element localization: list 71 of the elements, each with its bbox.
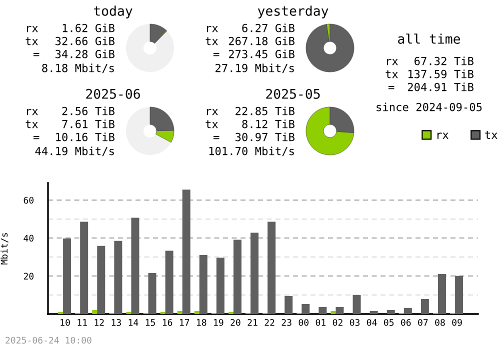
x-tick-label: 12 [94,319,104,326]
x-tick-label: 10 [60,319,70,326]
chart-title: yesterday [258,6,328,18]
text: 101.70 Mbit/s [209,146,294,156]
text: 34.28 GiB [56,50,114,58]
text: = [213,53,220,56]
chart-title: today [94,6,132,18]
text: rx [206,108,218,116]
text: since 2024-09-05 [376,102,482,112]
text: 6.27 GiB [242,24,294,32]
y-tick-label: 40 [24,234,34,242]
chart-title: 2025-06 [86,88,140,99]
x-tick-label: 06 [401,319,411,326]
x-tick-label: 00 [298,319,308,326]
text: 30.97 TiB [236,132,294,142]
x-tick-label: 21 [248,319,258,326]
text: rx [26,26,38,32]
text: 2025-06-24 10:00 [6,336,92,344]
text: rx [206,26,218,32]
y-tick-label: 20 [24,272,34,280]
text: tx [386,70,398,78]
text: 44.19 Mbit/s [35,146,114,156]
x-tick-label: 11 [78,319,87,326]
x-tick-label: 01 [316,319,326,326]
text: rx [386,58,398,66]
x-tick-label: 04 [366,319,377,326]
chart-title: 2025-05 [266,88,320,99]
text: 22.85 TiB [236,106,294,116]
y-axis-title: Mbit/s [0,233,8,264]
x-tick-label: 16 [162,319,172,326]
x-tick-label: 03 [350,319,360,326]
x-tick-label: 13 [112,319,121,326]
x-tick-label: 22 [264,319,274,326]
x-tick-label: 20 [230,319,240,326]
y-tick-label: 60 [24,196,34,204]
x-tick-label: 15 [146,319,155,326]
x-tick-label: 18 [197,319,206,326]
text: 267.18 GiB [228,36,294,46]
text: = [33,53,40,56]
text: 204.91 TiB [408,82,474,92]
text: 2.56 TiB [62,106,114,116]
text: 273.45 GiB [228,50,294,58]
x-tick-label: 07 [418,319,428,326]
text: = [388,86,394,90]
text: 32.66 GiB [56,36,114,46]
text: 67.32 TiB [414,56,474,66]
x-tick-label: 09 [452,319,462,326]
text: rx [26,108,38,116]
text: 8.18 Mbit/s [42,64,114,74]
text: = [213,136,220,140]
x-tick-label: 05 [384,319,394,326]
x-tick-label: 19 [214,319,224,326]
x-tick-label: 14 [128,319,138,326]
x-tick-label: 08 [435,319,445,326]
text: tx [206,37,218,46]
text: 1.62 GiB [62,24,114,32]
text: = [33,136,40,140]
x-tick-label: 17 [180,319,190,326]
x-tick-label: 23 [282,319,292,326]
legend-label: tx [485,131,498,139]
text: 137.59 TiB [408,70,474,78]
text: 10.16 TiB [56,132,114,142]
legend-label: rx [437,132,448,139]
text: 7.61 TiB [62,120,114,128]
text: tx [26,120,38,128]
text: 27.19 Mbit/s [216,64,294,74]
text: tx [26,37,38,46]
text: tx [206,120,218,128]
text: 8.12 TiB [242,120,294,128]
x-tick-label: 02 [332,319,342,326]
text: all time [398,34,460,44]
